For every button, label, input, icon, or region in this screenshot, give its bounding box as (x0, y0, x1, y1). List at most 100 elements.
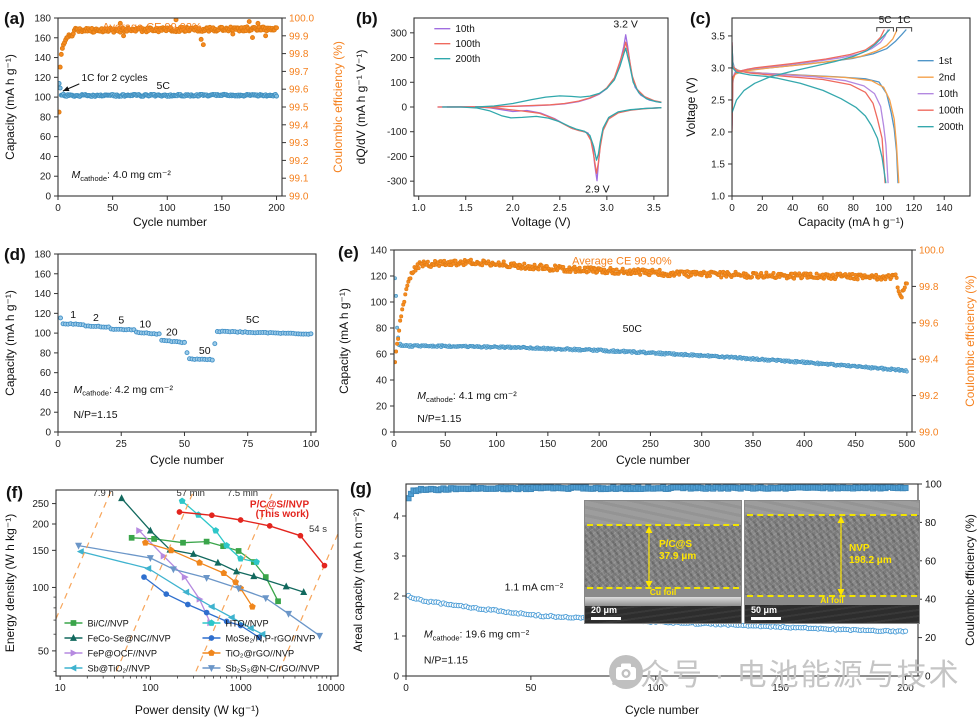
svg-text:140: 140 (370, 246, 387, 257)
svg-text:57 min: 57 min (176, 488, 205, 499)
svg-text:Cycle number: Cycle number (616, 453, 690, 467)
svg-text:100.0: 100.0 (289, 14, 314, 25)
svg-text:200th: 200th (455, 54, 480, 65)
svg-text:Sb₂S₃@N-C/rGO//NVP: Sb₂S₃@N-C/rGO//NVP (225, 663, 319, 673)
svg-text:99.9: 99.9 (289, 31, 309, 42)
svg-text:99.2: 99.2 (919, 391, 939, 402)
svg-text:1.5: 1.5 (711, 159, 725, 170)
svg-text:200: 200 (268, 203, 285, 214)
svg-text:100: 100 (34, 93, 51, 104)
svg-text:99.5: 99.5 (289, 103, 309, 114)
watermark-text: 公众号 · 电池能源与技术 (608, 659, 961, 692)
svg-text:80: 80 (925, 518, 937, 529)
svg-text:Cycle number: Cycle number (150, 453, 224, 467)
scale-bar-line (751, 617, 781, 620)
svg-text:Voltage (V): Voltage (V) (511, 215, 570, 229)
svg-text:3.5: 3.5 (647, 203, 661, 214)
svg-text:N/P=1.15: N/P=1.15 (73, 409, 117, 421)
scale-bar-label: 50 μm (751, 605, 778, 615)
svg-text:140: 140 (34, 289, 51, 300)
svg-text:20: 20 (40, 408, 52, 419)
svg-text:40: 40 (40, 152, 52, 163)
svg-text:2.5: 2.5 (711, 95, 725, 106)
svg-text:N/P=1.15: N/P=1.15 (424, 655, 468, 667)
svg-text:160: 160 (34, 269, 51, 280)
svg-text:0: 0 (393, 672, 399, 683)
svg-text:1.0: 1.0 (412, 203, 426, 214)
svg-text:100: 100 (488, 439, 505, 450)
scale-bar: 20 μm (591, 605, 621, 620)
svg-text:99.3: 99.3 (289, 138, 309, 149)
svg-text:20: 20 (925, 633, 937, 644)
svg-text:250: 250 (32, 499, 49, 510)
svg-text:1: 1 (70, 309, 76, 321)
thickness-arrow-icon (837, 516, 845, 596)
svg-text:99.0: 99.0 (919, 428, 939, 439)
svg-text:-200: -200 (387, 152, 407, 163)
svg-text:500: 500 (899, 439, 916, 450)
svg-text:2.0: 2.0 (506, 203, 520, 214)
svg-text:140: 140 (936, 203, 953, 214)
panel-a-chart: 0 50 100 150 200 0 20 40 60 80 100 120 140 160 180 99.0… (3, 9, 345, 229)
svg-text:350: 350 (745, 439, 762, 450)
svg-text:200: 200 (390, 53, 407, 64)
svg-text:150: 150 (772, 683, 789, 694)
svg-text:100: 100 (875, 203, 892, 214)
sem-electrode-texture (585, 525, 741, 587)
svg-text:25: 25 (116, 439, 128, 450)
svg-text:Capacity (mA h g⁻¹): Capacity (mA h g⁻¹) (3, 54, 17, 160)
svg-text:50: 50 (179, 439, 191, 450)
inset-material-name: NVP (849, 543, 870, 554)
svg-text:99.7: 99.7 (289, 67, 309, 78)
svg-text:40: 40 (787, 203, 799, 214)
svg-text:5C: 5C (157, 80, 171, 92)
svg-text:60: 60 (40, 368, 52, 379)
svg-text:Mcathode: 4.0 mg cm⁻²: Mcathode: 4.0 mg cm⁻² (71, 169, 171, 183)
svg-text:-100: -100 (387, 127, 407, 138)
camera-logo-icon (609, 655, 643, 689)
svg-text:7.9 h: 7.9 h (93, 488, 114, 499)
svg-text:(c): (c) (690, 9, 711, 28)
sem-top-region (745, 501, 919, 515)
panel-e-chart: 0 50 100 150 200 250 300 350 400 450 500 0 20 40 60 80 1… (337, 243, 977, 467)
svg-text:50: 50 (525, 683, 537, 694)
svg-text:100: 100 (925, 480, 942, 491)
sem-lower-dashed-line (747, 595, 917, 597)
svg-text:0: 0 (391, 439, 397, 450)
panel-c-chart: 0 20 40 60 80 100 120 140 1.0 1.5 2.0 2.5 3.0 3.5 Capa… (684, 9, 971, 229)
svg-text:75: 75 (242, 439, 254, 450)
svg-text:1: 1 (393, 632, 399, 643)
svg-text:200: 200 (32, 520, 49, 531)
svg-text:Mcathode: 19.6 mg cm⁻²: Mcathode: 19.6 mg cm⁻² (424, 629, 530, 643)
panel-d-chart: 0 25 50 75 100020406080100120140160180Cycle … (3, 245, 320, 467)
svg-text:Average CE 99.93%: Average CE 99.93% (102, 21, 202, 33)
svg-text:10th: 10th (939, 89, 958, 100)
svg-text:120: 120 (370, 272, 387, 283)
svg-text:100: 100 (159, 203, 176, 214)
svg-text:200: 200 (897, 683, 914, 694)
svg-text:0: 0 (925, 672, 931, 683)
svg-text:Mcathode: 4.2 mg cm⁻²: Mcathode: 4.2 mg cm⁻² (73, 384, 173, 398)
svg-text:60: 60 (40, 132, 52, 143)
sem-upper-dashed-line (587, 524, 739, 526)
sem-electrode-texture (745, 515, 919, 595)
svg-text:(g): (g) (350, 479, 372, 498)
svg-text:20: 20 (40, 172, 52, 183)
svg-text:Capacity (mA h g⁻¹): Capacity (mA h g⁻¹) (798, 215, 904, 229)
svg-text:FeP@OCF//NVP: FeP@OCF//NVP (87, 648, 157, 658)
svg-text:54 s: 54 s (309, 524, 327, 535)
svg-text:40: 40 (40, 388, 52, 399)
sem-inset-nvp: NVP 198.2 μm Al foil 50 μm (744, 500, 920, 624)
svg-text:3.2 V: 3.2 V (613, 18, 638, 30)
sem-substrate-region (585, 606, 741, 623)
svg-text:0: 0 (45, 192, 51, 203)
svg-text:Areal capacity (mA h cm⁻²): Areal capacity (mA h cm⁻²) (351, 508, 365, 652)
svg-text:Coulombic efficiency (%): Coulombic efficiency (%) (963, 275, 977, 407)
svg-text:100: 100 (647, 683, 664, 694)
svg-text:(d): (d) (4, 245, 26, 264)
sem-inset-pcs: P/C@S 37.9 μm Cu foil 20 μm (584, 500, 742, 624)
svg-text:120: 120 (34, 73, 51, 84)
svg-text:MoSe₂/N,P-rGO//NVP: MoSe₂/N,P-rGO//NVP (225, 633, 315, 643)
svg-text:2: 2 (93, 312, 99, 324)
